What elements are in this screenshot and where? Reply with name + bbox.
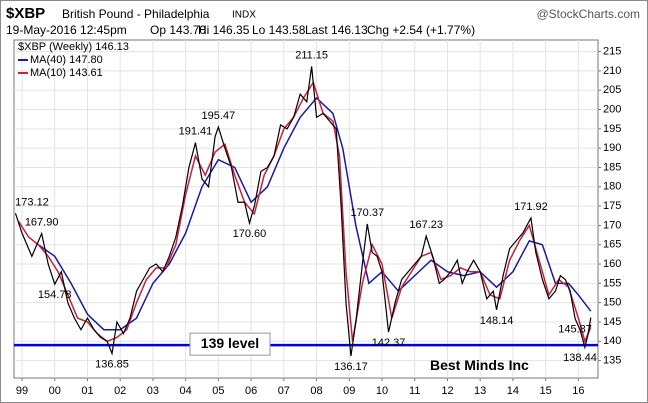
annotation: 211.15 [295, 49, 328, 61]
y-tick-label: 200 [603, 103, 621, 115]
annotation: 191.41 [179, 126, 213, 138]
y-tick-label: 185 [603, 161, 621, 173]
x-tick-label: 14 [507, 385, 519, 397]
annotation: 136.85 [95, 358, 129, 370]
exchange: INDX [232, 10, 256, 21]
quote-item: Chg +2.54 (+1.77%) [367, 23, 475, 37]
y-tick-label: 135 [603, 355, 621, 367]
y-tick-label: 175 [603, 200, 621, 212]
x-tick-label: 00 [49, 385, 61, 397]
y-tick-label: 195 [603, 123, 621, 135]
annotation: 138.44 [563, 352, 597, 364]
chart-title: $XBP [6, 5, 45, 22]
level-label: 139 level [201, 335, 259, 351]
y-tick-label: 210 [603, 65, 621, 77]
x-tick-label: 08 [310, 385, 322, 397]
y-tick-label: 165 [603, 239, 621, 251]
plot-area [13, 39, 599, 379]
x-tick-label: 12 [441, 385, 453, 397]
annotation: 173.12 [15, 196, 49, 208]
price-line [14, 66, 592, 357]
quote-item: Hi 146.35 [198, 23, 250, 37]
annotation: 170.60 [233, 228, 267, 240]
legend-label: MA(40) 147.80 [30, 54, 103, 66]
annotation: 136.17 [334, 361, 368, 373]
y-tick-label: 170 [603, 219, 621, 231]
y-tick-label: 160 [603, 258, 621, 270]
x-tick-label: 07 [278, 385, 290, 397]
watermark: Best Minds Inc [430, 357, 529, 373]
ma-line [37, 96, 592, 331]
annotation: 167.23 [409, 219, 443, 231]
annotation: 167.90 [25, 216, 59, 228]
quote-item: Op 143.70 [150, 23, 206, 37]
y-tick-label: 215 [603, 45, 621, 57]
chart-subtitle: British Pound - Philadelphia [62, 7, 210, 21]
annotation: 171.92 [514, 201, 548, 213]
y-tick-label: 180 [603, 181, 621, 193]
x-tick-label: 99 [16, 385, 28, 397]
y-tick-label: 140 [603, 335, 621, 347]
x-tick-label: 09 [343, 385, 355, 397]
y-tick-label: 205 [603, 84, 621, 96]
y-tick-label: 150 [603, 297, 621, 309]
annotation: 148.14 [480, 315, 514, 327]
x-tick-label: 05 [212, 385, 224, 397]
annotation: 145.87 [558, 324, 592, 336]
x-tick-label: 04 [180, 385, 192, 397]
x-tick-label: 16 [572, 385, 584, 397]
level-label-box [189, 332, 271, 356]
y-tick-label: 145 [603, 316, 621, 328]
y-tick-label: 190 [603, 142, 621, 154]
annotation: 170.37 [350, 207, 384, 219]
annotation: 195.47 [202, 110, 236, 122]
x-tick-label: 06 [245, 385, 257, 397]
x-tick-label: 10 [376, 385, 388, 397]
x-tick-label: 02 [114, 385, 126, 397]
legend-label: MA(10) 143.61 [30, 67, 103, 79]
quote-item: Last 146.13 [305, 23, 368, 37]
annotation: 142.37 [372, 337, 406, 349]
x-tick-label: 11 [409, 385, 420, 397]
annotation: 154.78 [38, 289, 72, 301]
source: @StockCharts.com [536, 7, 640, 21]
date: 19-May-2016 12:45pm [6, 23, 127, 37]
y-tick-label: 155 [603, 277, 621, 289]
quote-item: Lo 143.58 [252, 23, 306, 37]
legend-label: $XBP (Weekly) 146.13 [18, 41, 129, 53]
x-tick-label: 03 [147, 385, 159, 397]
x-tick-label: 01 [81, 385, 93, 397]
x-tick-label: 13 [474, 385, 486, 397]
x-tick-label: 15 [540, 385, 552, 397]
